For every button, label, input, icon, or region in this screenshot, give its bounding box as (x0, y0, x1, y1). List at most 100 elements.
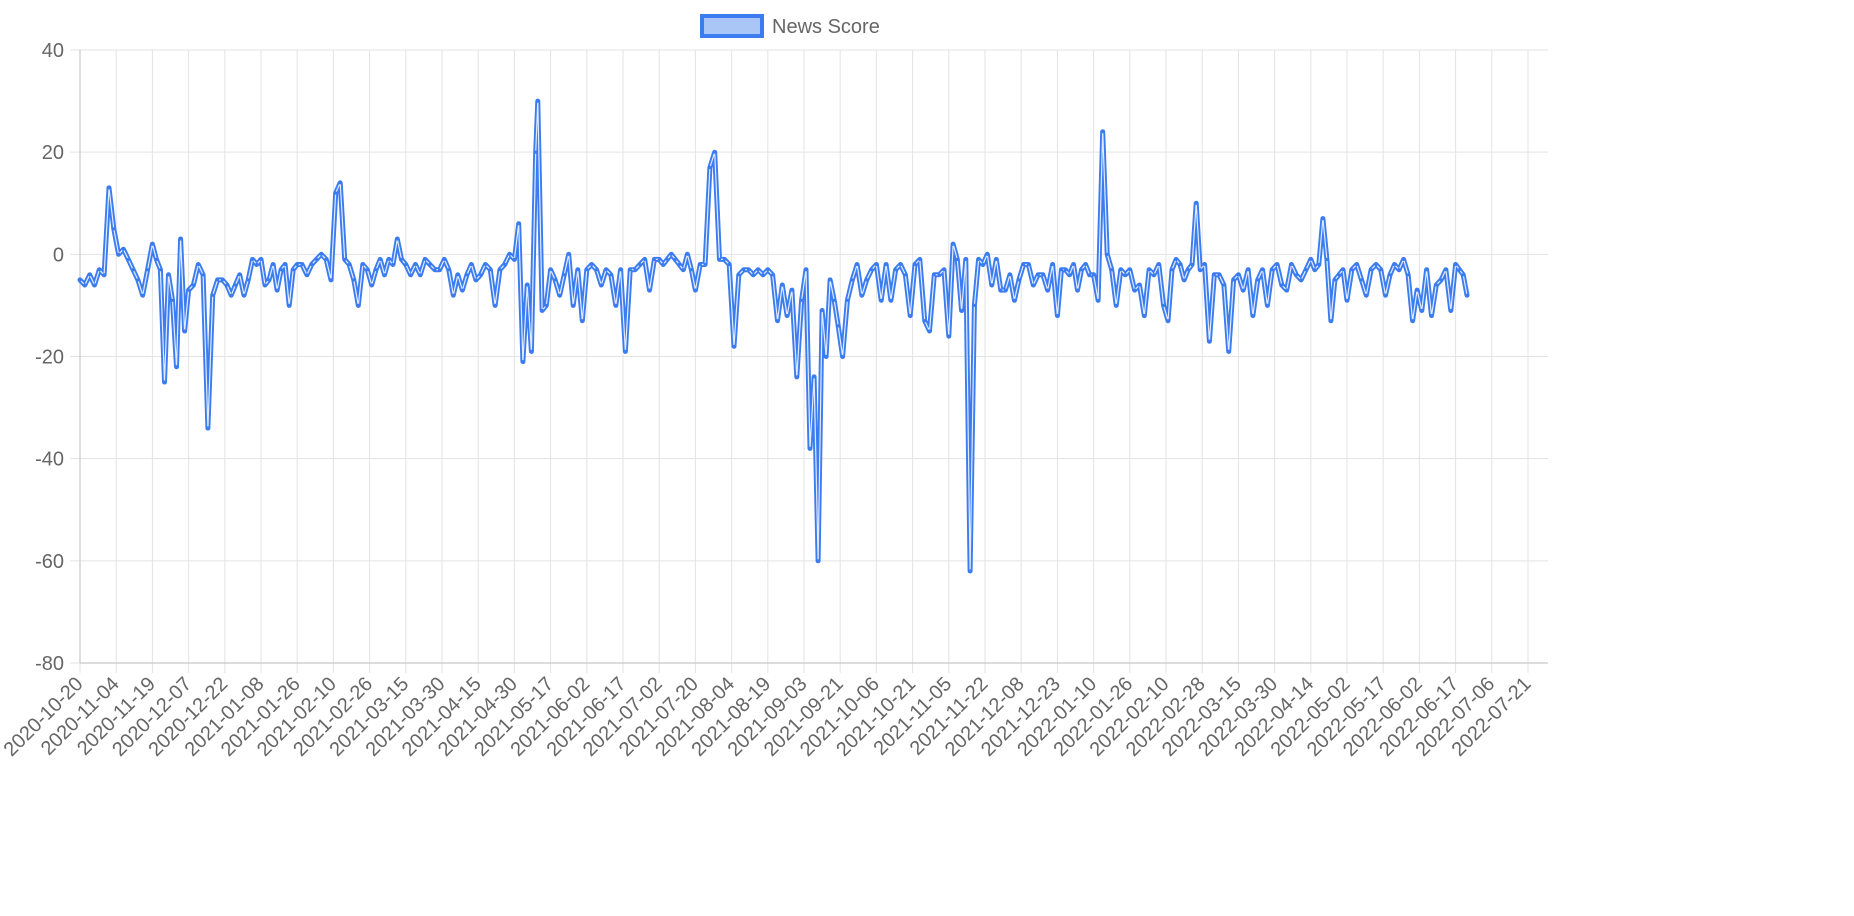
data-point (1350, 268, 1354, 272)
data-point (1402, 257, 1406, 261)
y-tick-label: -40 (35, 449, 64, 471)
data-point (585, 268, 589, 272)
x-axis-tick-labels: 2020-10-202020-11-042020-11-192020-12-07… (0, 673, 1536, 761)
data-point (1041, 273, 1045, 277)
data-point (525, 283, 529, 287)
data-point (1026, 262, 1030, 267)
data-point (816, 559, 820, 563)
y-axis-tick-labels: 40 20 0 -20 -40 -60 -80 (35, 40, 64, 675)
data-point (923, 319, 927, 323)
data-point (117, 252, 121, 256)
data-point (1383, 293, 1388, 297)
data-point (985, 252, 989, 256)
data-point (1031, 283, 1035, 287)
legend[interactable]: News Score (700, 14, 880, 38)
data-point (968, 569, 972, 573)
data-point (703, 262, 707, 267)
data-point (433, 268, 437, 272)
data-point (820, 308, 824, 313)
data-point (131, 268, 135, 272)
data-point (97, 268, 101, 272)
data-point (698, 262, 702, 267)
data-point (438, 268, 442, 272)
data-point (795, 375, 799, 379)
data-point (1105, 252, 1109, 256)
data-point (1444, 268, 1448, 272)
data-point (942, 268, 946, 272)
data-point (1137, 283, 1142, 287)
data-point (1434, 283, 1438, 287)
data-point (673, 257, 677, 261)
data-point (442, 257, 446, 261)
data-point (399, 257, 404, 261)
data-point (1022, 262, 1026, 267)
y-tick-label: -80 (35, 653, 64, 675)
data-point (1260, 268, 1265, 272)
data-point (1008, 273, 1012, 277)
data-point (191, 283, 195, 287)
data-point (1207, 339, 1211, 343)
data-point (1075, 288, 1080, 292)
data-point (790, 288, 794, 292)
data-point (689, 268, 694, 272)
data-point (1317, 262, 1321, 267)
data-point (1055, 314, 1059, 318)
data-point (1415, 288, 1419, 292)
data-point (413, 262, 418, 267)
data-point (365, 268, 369, 272)
data-point (498, 268, 502, 272)
data-point (201, 273, 205, 277)
data-point (391, 262, 395, 267)
data-point (343, 257, 347, 261)
data-point (324, 257, 328, 261)
data-point (599, 283, 603, 287)
data-point (908, 314, 912, 318)
data-point (1337, 273, 1341, 277)
data-point (246, 278, 250, 282)
x-gridlines (79, 50, 1529, 673)
data-point (1147, 268, 1151, 272)
data-point (898, 262, 903, 267)
data-point (1142, 314, 1146, 318)
data-point (267, 278, 271, 282)
data-point (981, 262, 985, 267)
data-point (558, 293, 562, 297)
data-point (1079, 268, 1084, 272)
data-point (136, 278, 140, 282)
data-point (352, 278, 356, 282)
data-point (708, 165, 712, 170)
data-point (1364, 293, 1368, 297)
data-point (693, 288, 698, 292)
data-point (314, 257, 319, 261)
data-point (1092, 273, 1096, 277)
data-point (225, 283, 229, 287)
legend-label[interactable]: News Score (772, 16, 880, 38)
data-point (1411, 319, 1415, 323)
data-point (1285, 288, 1289, 292)
data-point (643, 257, 647, 261)
data-point (771, 273, 775, 277)
legend-swatch[interactable] (700, 14, 764, 38)
data-point (112, 227, 116, 231)
data-point (1051, 262, 1055, 267)
data-point (756, 268, 760, 272)
data-point (374, 268, 378, 272)
data-point (832, 298, 836, 302)
data-point (737, 273, 741, 277)
data-point (549, 268, 553, 272)
data-point (465, 273, 469, 277)
data-point (1420, 308, 1424, 313)
data-point (955, 257, 959, 261)
data-point (713, 150, 717, 154)
data-point (1017, 278, 1021, 282)
data-point (628, 268, 632, 272)
data-point (874, 262, 879, 267)
data-point (681, 268, 685, 272)
data-point (126, 257, 130, 261)
data-point (211, 293, 215, 297)
data-point (717, 257, 722, 261)
data-point (1369, 268, 1373, 272)
data-point (305, 273, 309, 277)
data-point (669, 252, 673, 256)
